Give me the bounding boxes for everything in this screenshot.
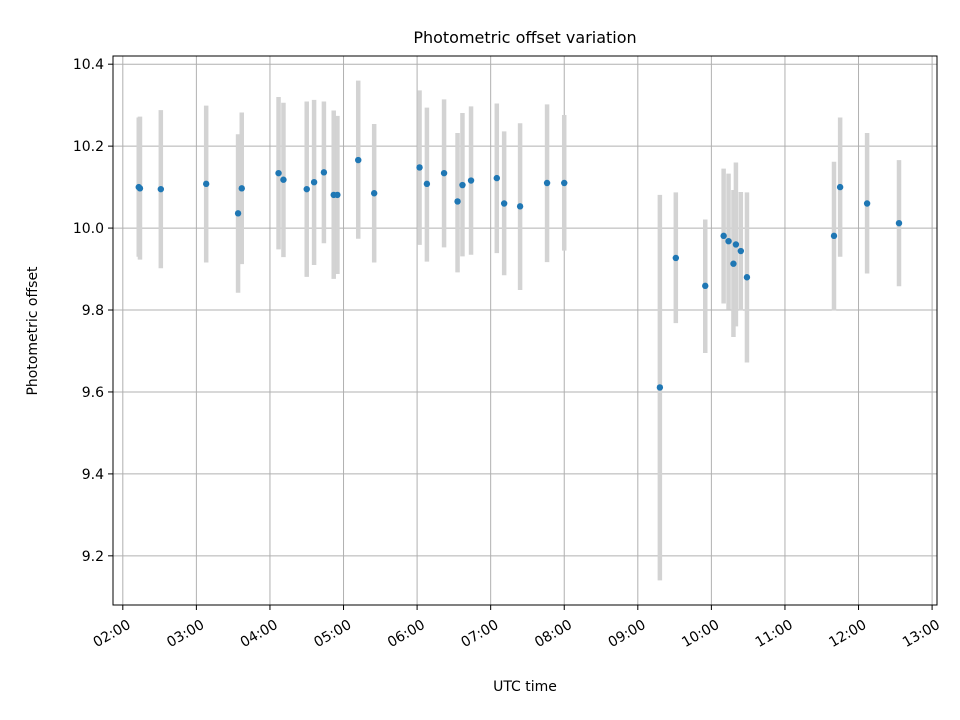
data-point xyxy=(830,232,838,240)
data-point xyxy=(702,282,709,290)
y-axis: 9.2 9.4 9.6 9.8 10.0 10.2 10.4 xyxy=(73,57,113,565)
data-point xyxy=(355,156,362,164)
data-point xyxy=(202,180,210,188)
y-axis-label: Photometric offset xyxy=(25,266,41,396)
data-point xyxy=(370,190,378,197)
data-point xyxy=(895,219,903,227)
y-tick-label: 10.4 xyxy=(73,57,104,73)
chart-title: Photometric offset variation xyxy=(413,28,636,47)
data-point xyxy=(732,241,740,248)
data-point xyxy=(656,384,664,391)
data-point xyxy=(423,180,431,188)
data-point xyxy=(561,179,568,187)
data-point xyxy=(725,237,732,245)
data-point xyxy=(320,169,328,176)
data-point xyxy=(516,203,524,210)
data-point xyxy=(275,169,282,177)
y-tick-label: 9.2 xyxy=(82,549,104,565)
y-tick-label: 10.2 xyxy=(73,139,104,155)
y-tick-label: 10.0 xyxy=(73,221,104,237)
x-axis-label: UTC time xyxy=(493,679,557,695)
data-point xyxy=(454,198,461,205)
data-point xyxy=(136,185,144,192)
data-point xyxy=(672,254,680,262)
data-point xyxy=(467,177,475,184)
data-point xyxy=(500,200,508,207)
y-tick-label: 9.4 xyxy=(82,467,104,483)
data-points xyxy=(135,156,903,391)
data-point xyxy=(238,185,245,192)
data-point xyxy=(730,260,737,267)
plot-frame xyxy=(112,55,938,606)
data-point xyxy=(720,232,727,240)
data-point xyxy=(459,181,466,189)
data-point xyxy=(493,174,500,182)
grid xyxy=(113,56,937,605)
data-point xyxy=(416,164,423,171)
data-point xyxy=(737,247,745,255)
data-point xyxy=(863,200,871,207)
data-point xyxy=(334,191,341,199)
y-tick-label: 9.8 xyxy=(82,303,104,319)
data-point xyxy=(280,176,287,183)
data-point xyxy=(310,178,318,186)
data-point xyxy=(836,183,844,191)
data-point xyxy=(440,169,448,177)
data-point xyxy=(303,185,310,193)
data-point xyxy=(743,274,751,281)
data-point xyxy=(157,185,165,193)
data-point xyxy=(543,179,551,187)
y-tick-label: 9.6 xyxy=(82,385,104,401)
data-point xyxy=(234,210,242,217)
